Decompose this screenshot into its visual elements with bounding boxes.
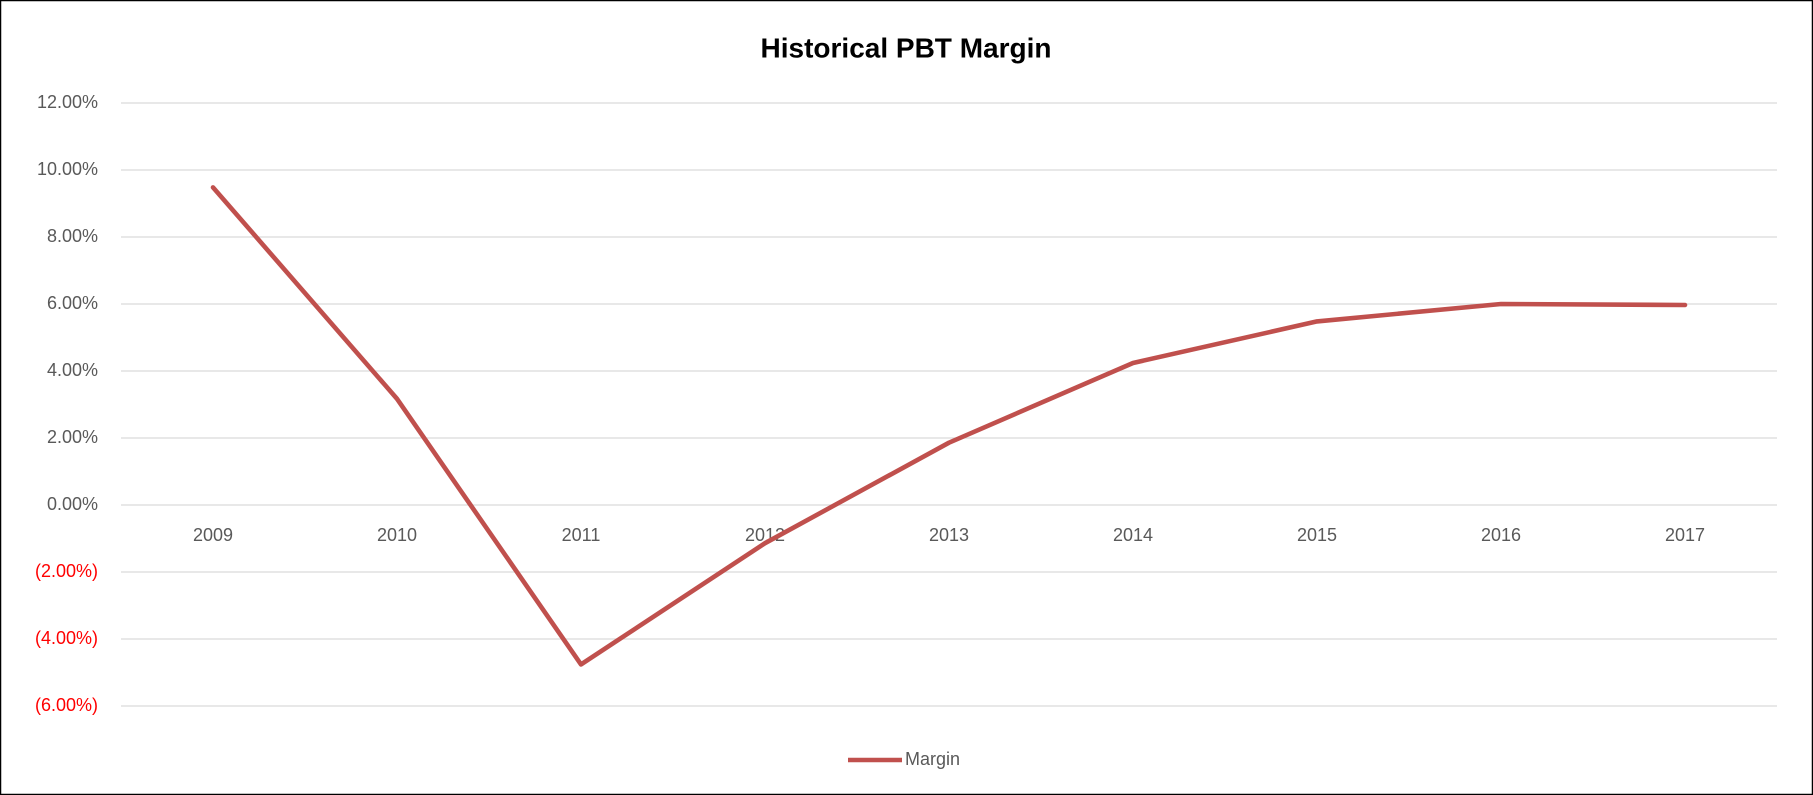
chart-title: Historical PBT Margin	[761, 32, 1052, 63]
y-tick-label: 8.00%	[47, 226, 98, 246]
y-tick-label: (4.00%)	[35, 628, 98, 648]
y-tick-label: 6.00%	[47, 293, 98, 313]
y-tick-label: 4.00%	[47, 360, 98, 380]
y-tick-label: 2.00%	[47, 427, 98, 447]
x-tick-label: 2015	[1297, 525, 1337, 545]
y-tick-label: (2.00%)	[35, 561, 98, 581]
x-tick-label: 2009	[193, 525, 233, 545]
x-tick-label: 2013	[929, 525, 969, 545]
data-line	[210, 185, 1688, 667]
y-tick-label: 0.00%	[47, 494, 98, 514]
x-tick-label: 2016	[1481, 525, 1521, 545]
y-tick-label: 12.00%	[37, 92, 98, 112]
x-tick-label: 2017	[1665, 525, 1705, 545]
x-tick-label: 2010	[377, 525, 417, 545]
x-tick-label: 2014	[1113, 525, 1153, 545]
x-tick-label: 2011	[562, 525, 601, 545]
y-tick-label: (6.00%)	[35, 695, 98, 715]
y-tick-label: 10.00%	[37, 159, 98, 179]
legend-label: Margin	[905, 749, 960, 769]
